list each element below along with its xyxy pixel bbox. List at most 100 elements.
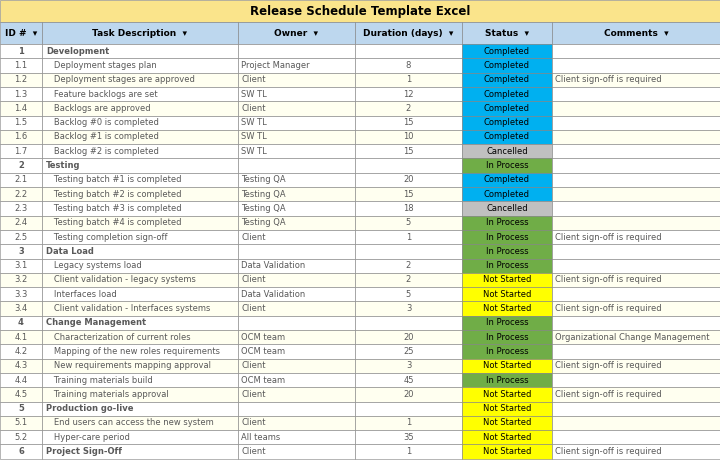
Text: In Process: In Process <box>486 376 528 384</box>
Bar <box>238 387 355 401</box>
Bar <box>462 216 552 230</box>
Text: Completed: Completed <box>484 118 530 127</box>
Bar <box>238 130 355 144</box>
Bar <box>355 430 462 444</box>
Text: Project Manager: Project Manager <box>241 61 310 70</box>
Bar <box>0 22 42 44</box>
Bar <box>355 273 462 287</box>
Bar <box>42 116 238 130</box>
Text: In Process: In Process <box>486 161 528 170</box>
Text: Cancelled: Cancelled <box>486 147 528 156</box>
Text: Backlog #2 is completed: Backlog #2 is completed <box>46 147 159 156</box>
Bar <box>462 73 552 87</box>
Bar <box>355 416 462 430</box>
Bar <box>462 44 552 58</box>
Bar <box>355 87 462 101</box>
Text: Completed: Completed <box>484 90 530 98</box>
Bar <box>238 259 355 273</box>
Text: 5.1: 5.1 <box>14 419 27 427</box>
Bar <box>552 387 720 401</box>
Bar <box>552 416 720 430</box>
Text: 4.5: 4.5 <box>14 390 27 399</box>
Text: Release Schedule Template Excel: Release Schedule Template Excel <box>250 5 470 18</box>
Text: 5: 5 <box>406 218 411 227</box>
Bar <box>238 22 355 44</box>
Text: Testing completion sign-off: Testing completion sign-off <box>46 232 168 242</box>
Text: ID #  ▾: ID # ▾ <box>5 29 37 37</box>
Bar <box>355 101 462 116</box>
Bar <box>42 330 238 344</box>
Bar <box>462 373 552 387</box>
Text: Testing batch #2 is completed: Testing batch #2 is completed <box>46 189 181 199</box>
Bar <box>42 316 238 330</box>
Text: Client sign-off is required: Client sign-off is required <box>555 390 662 399</box>
Text: Client: Client <box>241 419 266 427</box>
Text: 15: 15 <box>403 189 414 199</box>
Bar <box>238 158 355 173</box>
Text: All teams: All teams <box>241 433 280 442</box>
Bar <box>355 44 462 58</box>
Text: Not Started: Not Started <box>483 447 531 456</box>
Text: Client sign-off is required: Client sign-off is required <box>555 275 662 285</box>
Bar <box>462 416 552 430</box>
Text: 1.1: 1.1 <box>14 61 27 70</box>
Text: Client: Client <box>241 361 266 370</box>
Bar <box>238 301 355 316</box>
Text: Data Validation: Data Validation <box>241 290 305 299</box>
Bar <box>552 158 720 173</box>
Text: SW TL: SW TL <box>241 133 266 141</box>
Text: 2.5: 2.5 <box>14 232 27 242</box>
Text: 4.3: 4.3 <box>14 361 27 370</box>
Bar <box>462 287 552 301</box>
Bar <box>0 187 42 201</box>
Bar <box>42 73 238 87</box>
Text: Client sign-off is required: Client sign-off is required <box>555 232 662 242</box>
Text: 45: 45 <box>403 376 414 384</box>
Text: Owner  ▾: Owner ▾ <box>274 29 318 37</box>
Bar <box>462 87 552 101</box>
Bar <box>0 373 42 387</box>
Bar <box>42 416 238 430</box>
Bar <box>552 101 720 116</box>
Text: Deployment stages plan: Deployment stages plan <box>46 61 157 70</box>
Bar <box>552 330 720 344</box>
Bar <box>462 259 552 273</box>
Bar <box>462 344 552 359</box>
Text: 10: 10 <box>403 133 414 141</box>
Bar <box>0 230 42 244</box>
Bar <box>42 130 238 144</box>
Text: Completed: Completed <box>484 104 530 113</box>
Text: Organizational Change Management: Organizational Change Management <box>555 333 709 342</box>
Bar <box>462 101 552 116</box>
Text: Not Started: Not Started <box>483 290 531 299</box>
Text: Testing batch #4 is completed: Testing batch #4 is completed <box>46 218 181 227</box>
Bar <box>552 430 720 444</box>
Bar <box>238 187 355 201</box>
Text: Training materials approval: Training materials approval <box>46 390 168 399</box>
Text: 20: 20 <box>403 390 414 399</box>
Bar <box>355 330 462 344</box>
Bar <box>0 87 42 101</box>
Bar <box>462 201 552 216</box>
Text: 25: 25 <box>403 347 414 356</box>
Text: Client validation - legacy systems: Client validation - legacy systems <box>46 275 196 285</box>
Text: 2.4: 2.4 <box>14 218 27 227</box>
Text: 1.2: 1.2 <box>14 75 27 84</box>
Text: Completed: Completed <box>484 133 530 141</box>
Bar <box>42 387 238 401</box>
Bar <box>42 430 238 444</box>
Bar <box>552 58 720 73</box>
Bar <box>238 330 355 344</box>
Bar <box>552 301 720 316</box>
Text: 2: 2 <box>18 161 24 170</box>
Text: Not Started: Not Started <box>483 361 531 370</box>
Text: 2.3: 2.3 <box>14 204 27 213</box>
Text: In Process: In Process <box>486 261 528 270</box>
Bar <box>552 373 720 387</box>
Bar <box>0 344 42 359</box>
Bar <box>355 344 462 359</box>
Text: 12: 12 <box>403 90 414 98</box>
Bar <box>238 416 355 430</box>
Text: Backlog #1 is completed: Backlog #1 is completed <box>46 133 159 141</box>
Text: 3: 3 <box>406 361 411 370</box>
